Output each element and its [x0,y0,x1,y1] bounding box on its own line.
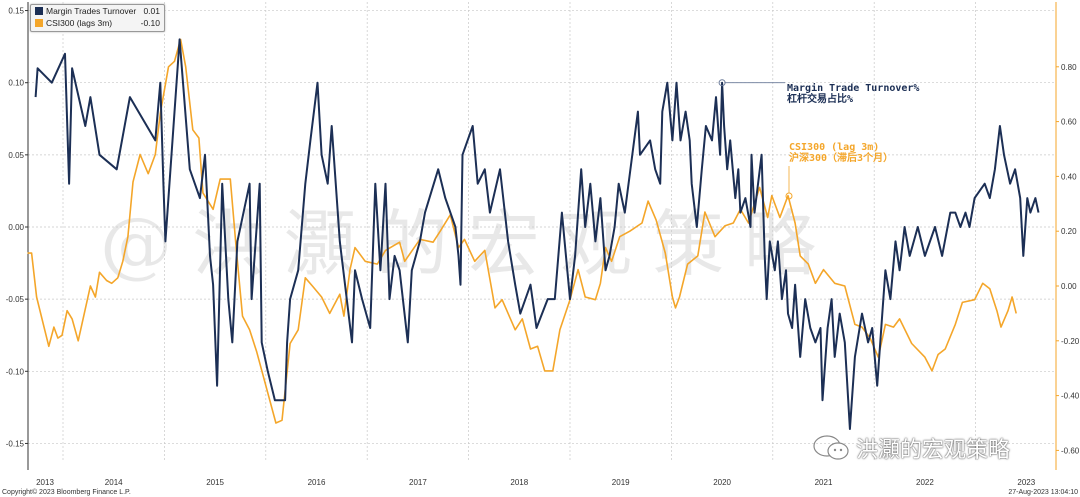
legend-value: -0.10 [140,18,160,28]
y-right-tick-label: 0.60 [1061,118,1077,127]
annotation-markers [718,79,793,200]
series-line-margin-trades-turnover [34,38,1040,430]
y-right-tick-label: -0.40 [1061,392,1080,401]
legend-label: CSI300 (lags 3m) [46,18,113,28]
annotation-csi300-en: CSI300 (lag 3m) [789,142,880,153]
x-tick-label: 2019 [612,478,630,487]
x-tick-label: 2015 [206,478,224,487]
y-right-tick-label: 0.00 [1061,282,1077,291]
legend-swatch-csi300 [35,19,43,27]
copyright: Copyright© 2023 Bloomberg Finance L.P. [2,489,131,496]
y-right-tick-label: -0.20 [1061,337,1080,346]
wechat-icon [813,435,849,460]
annotation-csi300-cn: 沪深300（滞后3个月） [789,153,894,164]
legend-value: 0.01 [143,6,160,16]
annotation-csi300: CSI300 (lag 3m) 沪深300（滞后3个月） [789,142,893,164]
legend-label: Margin Trades Turnover [46,6,137,16]
y-left-tick-label: 0.15 [8,7,24,16]
y-left-tick-label: -0.10 [6,367,25,376]
y-left-tick-label: -0.15 [6,439,25,448]
y-right-tick-label: 0.40 [1061,172,1077,181]
y-right-tick-label: 0.20 [1061,227,1077,236]
y-right-tick-label: 0.80 [1061,63,1077,72]
y-left-tick-label: 0.00 [8,223,24,232]
annotation-margin-en: Margin Trade Turnover% [787,83,920,94]
annotation-marker-csi300 [785,192,793,200]
x-tick-label: 2020 [713,478,731,487]
legend: Margin Trades Turnover 0.01 CSI300 (lags… [30,4,165,32]
grid [28,2,1056,462]
y-left-tick-label: 0.10 [8,79,24,88]
x-tick-label: 2022 [916,478,934,487]
series [27,38,1040,430]
timestamp: 27-Aug-2023 13:04:10 [1008,489,1078,496]
x-tick-label: 2021 [815,478,833,487]
y-right-tick-label: -0.60 [1061,446,1080,455]
x-tick-label: 2017 [409,478,427,487]
legend-item-csi300: CSI300 (lags 3m) -0.10 [31,17,164,29]
annotation-margin: Margin Trade Turnover% 杠杆交易占比% [787,83,919,105]
x-tick-label: 2016 [308,478,326,487]
legend-item-margin: Margin Trades Turnover 0.01 [31,5,164,17]
logo-text: 洪灝的宏观策略 [856,437,1011,462]
axes: 0.15 0.10 0.05 0.00 -0.05 -0.10 -0.15 0.80 0.60 0… [6,2,1080,487]
legend-swatch-margin [35,7,43,15]
annotation-margin-cn: 杠杆交易占比% [787,94,854,105]
x-tick-label: 2018 [510,478,528,487]
y-left-tick-label: 0.05 [8,151,24,160]
y-left-tick-label: -0.05 [6,295,25,304]
x-tick-label: 2013 [36,478,54,487]
series-line-csi300 [27,38,1017,424]
x-tick-label: 2023 [1017,478,1035,487]
x-tick-label: 2014 [105,478,123,487]
logo: 洪灝的宏观策略 [812,432,1010,464]
